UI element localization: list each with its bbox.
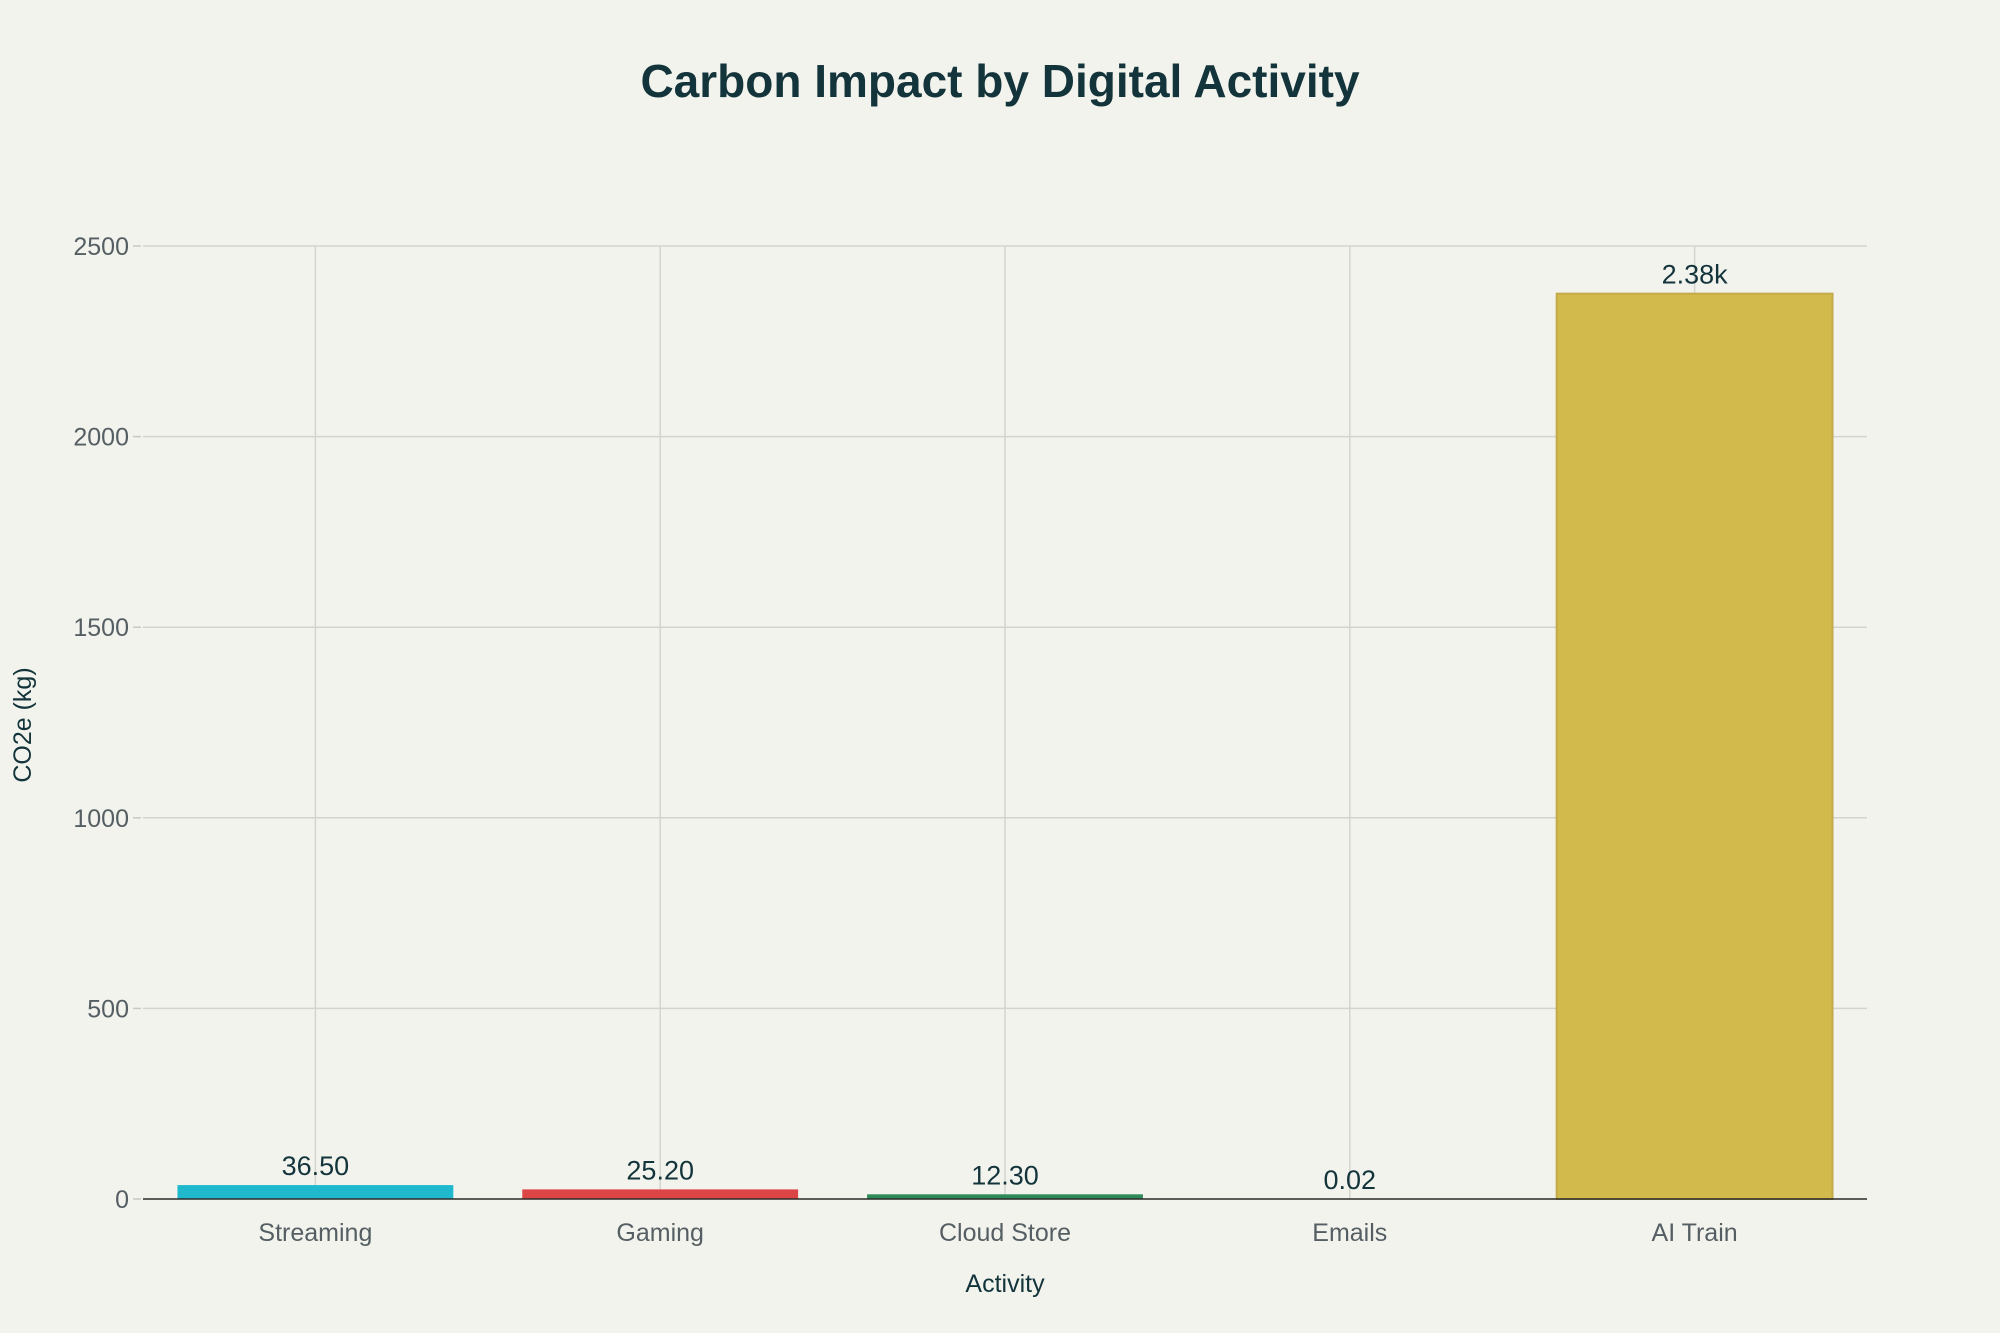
y-tick-label: 1000 (73, 805, 129, 833)
y-tick-label: 500 (87, 995, 129, 1023)
y-tick-label: 2000 (73, 424, 129, 452)
data-label: 36.50 (282, 1151, 350, 1181)
x-tick-label: Gaming (616, 1219, 704, 1247)
y-axis-title: CO2e (kg) (9, 667, 37, 782)
y-tick-label: 2500 (73, 233, 129, 261)
data-labels: 36.50 25.20 12.30 0.02 2.38k (282, 260, 1729, 1195)
y-tick-label: 0 (115, 1186, 129, 1214)
bar-streaming[interactable] (177, 1185, 454, 1199)
data-label: 2.38k (1662, 260, 1729, 290)
bar-cloud-store[interactable] (867, 1194, 1143, 1199)
x-tick-label: Emails (1312, 1219, 1387, 1247)
x-tick-label: AI Train (1652, 1219, 1738, 1247)
bar-gaming[interactable] (522, 1189, 799, 1199)
x-tick-label: Streaming (258, 1219, 372, 1247)
y-tick-label: 1500 (73, 614, 129, 642)
axis-ticks: 0 500 1000 1500 2000 2500 Streaming Gaming Cloud… (73, 233, 1737, 1247)
data-label: 0.02 (1324, 1165, 1377, 1195)
bar-ai-train[interactable] (1555, 292, 1834, 1200)
x-axis-title: Activity (965, 1270, 1045, 1298)
x-tick-label: Cloud Store (939, 1219, 1071, 1247)
data-label: 25.20 (626, 1155, 694, 1185)
grid (133, 245, 1867, 1200)
chart-title: Carbon Impact by Digital Activity (640, 55, 1360, 107)
data-label: 12.30 (971, 1160, 1039, 1190)
